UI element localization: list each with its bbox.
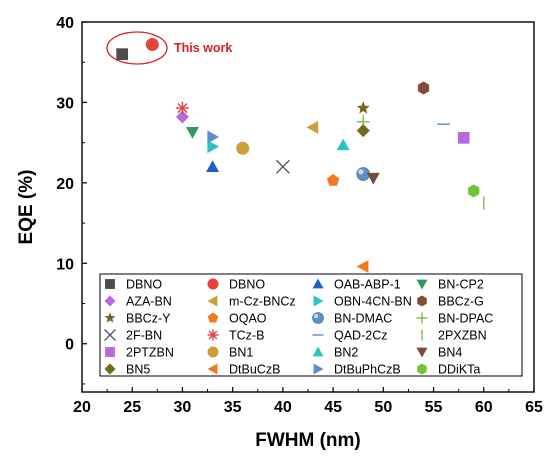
legend-marker-bbcz-y-8 [104,312,116,323]
legend-marker-bn-dmac-10 [312,312,324,324]
points-layer [116,38,485,274]
legend-marker-dtbuphczb-22 [313,363,324,375]
y-tick-label: 20 [56,176,74,193]
data-point-tcz-b-13 [175,101,189,115]
legend-marker-aza-bn-4 [104,295,116,307]
legend-marker-bn5-20 [104,363,116,375]
legend-label-aza-bn-4: AZA-BN [126,295,172,309]
legend-label-dtbuczb-21: DtBuCzB [229,363,280,377]
legend-marker-oqao-9 [207,312,219,323]
tick-labels-layer: 20 25 30 35 40 45 50 55 60 65 0 10 20 30 40 [56,15,543,416]
data-point-aza-bn-4 [175,110,189,124]
x-tick-label: 60 [475,399,493,416]
x-tick-label: 40 [274,399,292,416]
legend-marker-oab-abp-1-2 [312,278,324,289]
legend-label-oab-abp-1-2: OAB-ABP-1 [334,278,401,292]
data-point-2ptzbn-16 [457,131,470,144]
data-point-bn2-18 [336,138,350,151]
ticks-layer [81,21,535,392]
x-tick-label: 25 [123,399,141,416]
legend-label-dbno-0: DBNO [126,278,162,292]
legend-label-2pxzbn-15: 2PXZBN [438,329,487,343]
data-point-dbno-1 [145,38,159,52]
data-point-oab-abp-1-2 [206,160,220,172]
legend-label-bbcz-g-7: BBCz-G [438,295,484,309]
data-point-bn5-20 [356,124,370,138]
legend-marker-dbno-0 [105,279,115,289]
x-tick-label: 55 [425,399,443,416]
legend-marker-bn-cp2-3 [416,279,428,290]
legend-marker-2ptzbn-16 [105,347,115,357]
legend-label-ddikta-23: DDiKTa [438,363,480,377]
x-tick-label: 30 [174,399,192,416]
legend-marker-dtbuczb-21 [207,363,218,375]
legend-marker-bn1-17 [207,346,219,358]
x-tick-label: 35 [224,399,242,416]
legend-label-bn1-17: BN1 [229,346,253,360]
legend-label-bn4-19: BN4 [438,346,462,360]
legend-marker-m-cz-bncz-5 [207,295,218,307]
legend-marker-obn-4cn-bn-6 [313,295,324,307]
data-point-bn-cp2-3 [185,126,199,139]
legend-marker-bn4-19 [416,347,428,358]
this-work-highlight [106,31,168,65]
x-tick-label: 20 [73,399,91,416]
data-point-ddikta-23 [468,184,480,198]
legend-marker-bbcz-g-7 [417,295,427,307]
data-point-bbcz-g-7 [417,81,430,95]
legend-label-m-cz-bncz-5: m-Cz-BNCz [229,295,296,309]
legend-label-bn5-20: BN5 [126,363,150,377]
data-point-bn1-17 [236,141,250,155]
data-point-dtbuczb-21 [356,260,369,274]
data-point-bbcz-y-8 [356,101,370,114]
x-tick-label: 45 [324,399,342,416]
legend-label-bn-cp2-3: BN-CP2 [438,278,484,292]
y-axis-title: EQE (%) [16,170,37,245]
legend-label-dtbuphczb-22: DtBuPhCzB [334,363,401,377]
legend-label-bn2-18: BN2 [334,346,358,360]
y-tick-label: 30 [56,95,74,112]
x-axis-title: FWHM (nm) [255,430,361,451]
data-point-oqao-9 [326,173,340,186]
legend-marker-ddikta-23 [417,363,427,375]
y-tick-label: 40 [56,15,74,32]
x-tick-label: 65 [525,399,543,416]
data-point-2f-bn-12 [275,159,290,174]
legend-label-bn-dmac-10: BN-DMAC [334,312,392,326]
legend-label-tcz-b-13: TCz-B [229,329,264,343]
data-point-dbno-0 [116,48,129,61]
legend-marker-bn-dpac-11 [416,312,428,324]
legend-label-oqao-9: OQAO [229,312,267,326]
legend-marker-tcz-b-13 [207,329,219,341]
this-work-label: This work [174,41,232,55]
annotation-layer: This work [106,31,232,65]
data-point-bn4-19 [366,172,380,185]
x-tick-label: 50 [374,399,392,416]
data-point-m-cz-bncz-5 [306,120,319,134]
legend: DBNO DBNO OAB-ABP-1 BN-CP2 AZA-BN m-Cz-BNCz OB… [99,273,523,377]
legend-label-bn-dpac-11: BN-DPAC [438,312,493,326]
legend-label-dbno-1: DBNO [229,278,265,292]
legend-label-2ptzbn-16: 2PTZBN [126,346,174,360]
legend-label-bbcz-y-8: BBCz-Y [126,312,171,326]
legend-label-obn-4cn-bn-6: OBN-4CN-BN [334,295,412,309]
y-tick-label: 0 [65,337,74,354]
legend-label-qad-2cz-14: QAD-2Cz [334,329,387,343]
legend-label-2f-bn-12: 2F-BN [126,329,162,343]
legend-box [99,273,523,377]
data-point-dtbuphczb-22 [207,130,220,144]
y-tick-label: 10 [56,256,74,273]
legend-marker-dbno-1 [207,278,219,290]
data-point-obn-4cn-bn-6 [207,140,220,154]
legend-marker-bn2-18 [312,346,324,357]
legend-marker-2f-bn-12 [104,329,116,341]
